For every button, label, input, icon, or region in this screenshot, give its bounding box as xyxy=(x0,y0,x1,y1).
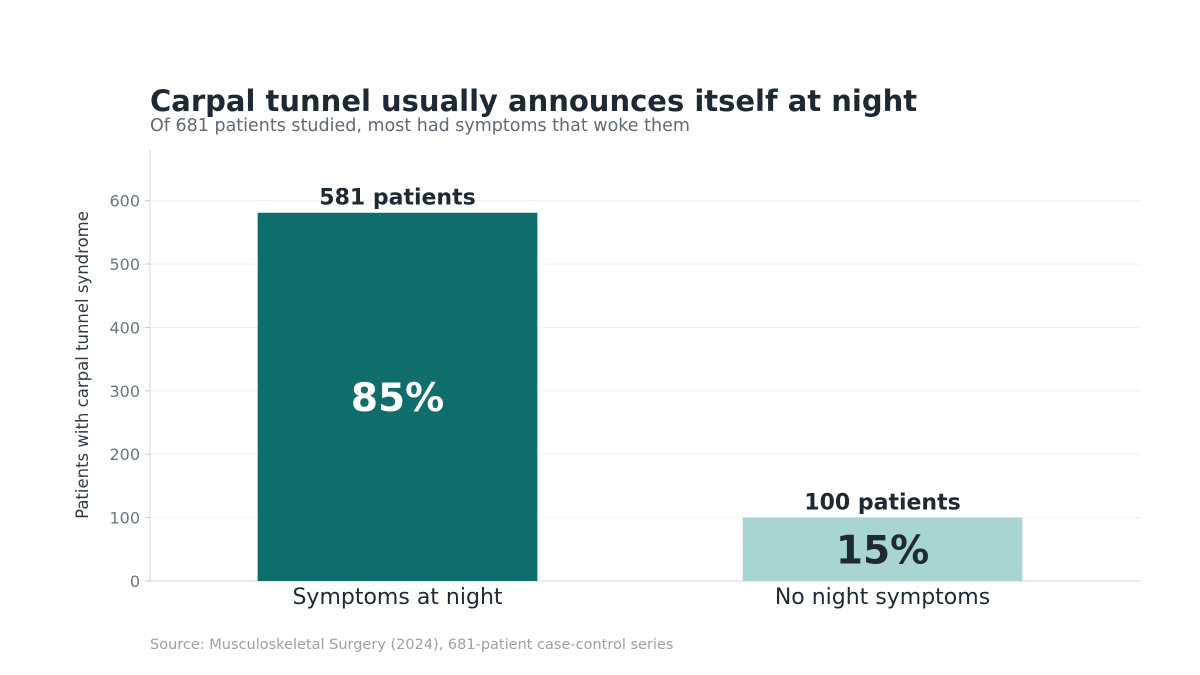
bars xyxy=(257,212,1023,581)
y-tick-label: 400 xyxy=(109,318,140,337)
y-tick-label: 600 xyxy=(109,192,140,211)
y-tick-label: 0 xyxy=(130,572,140,591)
x-category-label: Symptoms at night xyxy=(292,585,502,610)
bar xyxy=(742,517,1023,581)
chart-title: Carpal tunnel usually announces itself a… xyxy=(150,84,918,118)
y-tick-label: 500 xyxy=(109,255,140,274)
x-category-label: No night symptoms xyxy=(775,585,990,610)
source-note: Source: Musculoskeletal Surgery (2024), … xyxy=(150,637,674,653)
bar-percent-label: 15% xyxy=(836,528,929,573)
y-tick-label: 300 xyxy=(109,382,140,401)
y-tick-label: 100 xyxy=(109,509,140,528)
bar-percent-label: 85% xyxy=(351,376,444,421)
labels: 581 patients 85% Symptoms at night 100 pati… xyxy=(292,186,990,610)
axes: 0 100 200 300 400 500 600 xyxy=(109,150,1140,591)
y-tick-label: 200 xyxy=(109,445,140,464)
chart-subtitle: Of 681 patients studied, most had sympto… xyxy=(150,116,690,136)
bar-value-label: 581 patients xyxy=(319,186,475,211)
bar-value-label: 100 patients xyxy=(804,491,960,516)
bar xyxy=(257,212,538,581)
y-axis-label: Patients with carpal tunnel syndrome xyxy=(73,211,92,519)
